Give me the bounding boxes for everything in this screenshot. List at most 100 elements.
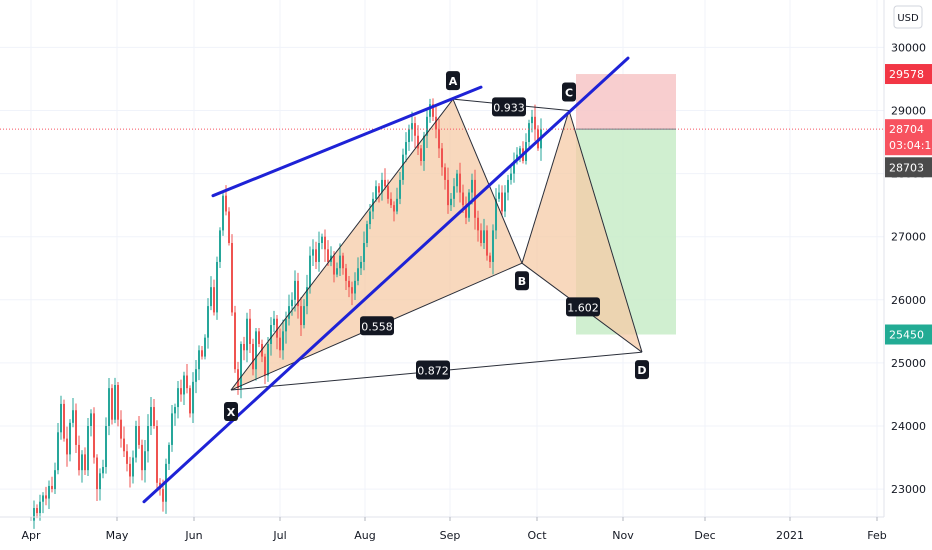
price-tag-1: 28704	[885, 119, 932, 140]
candle-165	[525, 133, 527, 165]
candle-163	[519, 145, 521, 163]
svg-text:1.602: 1.602	[567, 301, 599, 314]
candle-5	[45, 486, 47, 506]
candle-115	[375, 180, 377, 202]
candle-92	[306, 274, 308, 315]
candle-151	[483, 218, 485, 250]
candle-132	[426, 108, 428, 149]
candle-52	[186, 363, 188, 394]
candle-155	[495, 188, 497, 240]
candle-137	[441, 143, 443, 176]
point-label-c: C	[562, 82, 576, 102]
candle-10	[60, 395, 62, 440]
point-label-b: B	[515, 271, 529, 291]
candle-128	[414, 116, 416, 148]
candle-13	[69, 419, 71, 462]
x-tick-6: Oct	[527, 529, 547, 542]
candle-14	[72, 398, 74, 428]
ratio-label-3: 0.872	[416, 360, 450, 380]
stop-zone[interactable]	[576, 74, 676, 130]
candle-102	[336, 262, 338, 278]
candle-11	[63, 399, 65, 442]
trend-lines[interactable]	[142, 56, 630, 504]
trend-line-1[interactable]	[142, 56, 630, 504]
candle-130	[420, 144, 422, 166]
candle-47	[171, 404, 173, 452]
bcd-triangle[interactable]	[522, 110, 642, 353]
pattern-labels: X A B C D 0.558 0.933 1.602 0.872	[224, 71, 649, 422]
pattern-edge-2	[521, 110, 570, 264]
candle-25	[105, 417, 107, 474]
candle-82	[276, 314, 278, 350]
svg-text:29578: 29578	[889, 68, 924, 81]
candle-118	[384, 168, 386, 190]
pattern-edge-3	[568, 110, 643, 353]
candle-75	[255, 328, 257, 381]
currency-button[interactable]: USD	[893, 5, 923, 29]
candle-124	[402, 148, 404, 185]
y-tick-0: 23000	[891, 483, 926, 496]
candle-23	[99, 468, 101, 501]
point-label-a: A	[446, 71, 460, 91]
candle-55	[195, 360, 197, 394]
candle-105	[345, 263, 347, 291]
candle-4	[42, 492, 44, 514]
price-axis[interactable]: 2300024000250002600027000280002900030000	[883, 0, 926, 517]
candle-122	[396, 187, 398, 215]
pattern-edge-0	[230, 98, 454, 391]
candle-114	[372, 192, 374, 220]
x-tick-5: Sep	[440, 529, 461, 542]
trend-line-0[interactable]	[211, 85, 483, 198]
candle-108	[354, 272, 356, 301]
candle-136	[438, 118, 440, 159]
candle-37	[141, 439, 143, 481]
candle-157	[501, 185, 503, 216]
candle-78	[264, 353, 266, 385]
candle-156	[498, 184, 500, 202]
candle-26	[108, 377, 110, 436]
candle-131	[423, 131, 425, 171]
candle-28	[114, 377, 116, 424]
candle-84	[282, 319, 284, 360]
candle-139	[447, 167, 449, 214]
candle-95	[315, 241, 317, 269]
ratio-label-0: 0.558	[360, 316, 394, 336]
candle-68	[234, 305, 236, 373]
y-tick-6: 29000	[891, 105, 926, 118]
candle-77	[261, 339, 263, 363]
candle-133	[429, 98, 431, 123]
ratio-label-2: 1.602	[566, 297, 600, 317]
candle-117	[381, 172, 383, 201]
candle-64	[222, 190, 224, 236]
xab-triangle[interactable]	[231, 99, 522, 391]
candle-85	[285, 311, 287, 344]
candle-40	[150, 397, 152, 435]
candle-9	[57, 423, 59, 475]
candle-33	[129, 456, 131, 488]
candle-58	[204, 334, 206, 360]
y-tick-7: 30000	[891, 41, 926, 54]
candle-125	[405, 132, 407, 163]
candle-138	[444, 163, 446, 190]
candle-51	[183, 371, 185, 405]
candle-45	[165, 458, 167, 514]
ratio-label-1: 0.933	[492, 97, 526, 117]
candle-48	[174, 403, 176, 426]
candle-149	[477, 210, 479, 242]
candle-81	[273, 310, 275, 332]
x-tick-1: May	[106, 529, 129, 542]
candle-30	[120, 410, 122, 448]
candle-60	[210, 276, 212, 311]
candle-73	[249, 308, 251, 353]
candle-12	[66, 426, 68, 467]
time-axis[interactable]: Apr May Jun Jul Aug Sep Oct Nov Dec 2021 Feb	[0, 516, 887, 542]
x-tick-2: Jun	[184, 529, 202, 542]
candle-59	[207, 298, 209, 349]
candle-168	[534, 104, 536, 141]
candle-6	[48, 480, 50, 509]
candle-104	[342, 252, 344, 275]
candle-22	[96, 454, 98, 501]
candle-112	[366, 220, 368, 248]
candle-83	[279, 328, 281, 358]
